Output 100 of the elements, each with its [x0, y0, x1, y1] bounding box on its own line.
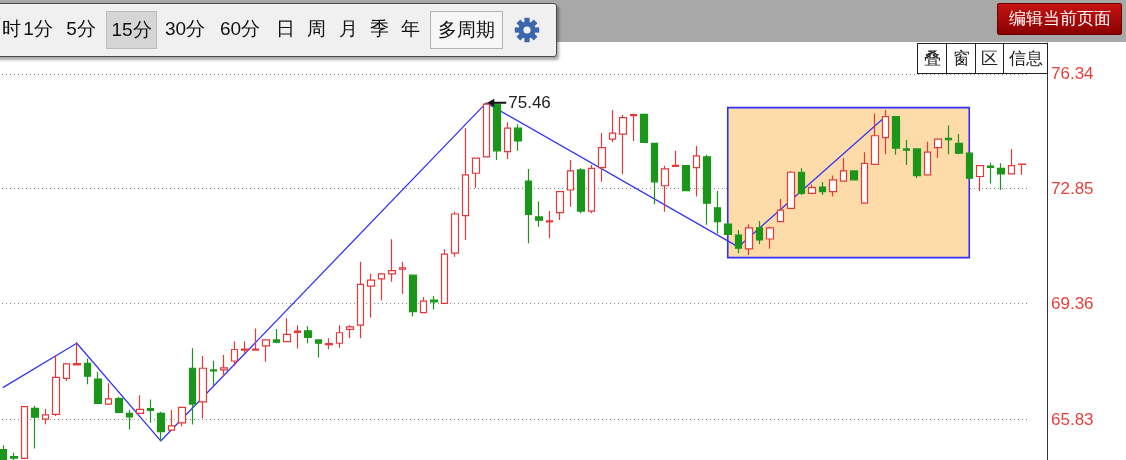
candlestick	[986, 162, 995, 185]
candlestick	[93, 371, 103, 405]
candlestick	[576, 167, 586, 214]
candlestick	[272, 328, 281, 344]
candlestick	[755, 220, 764, 245]
candlestick	[702, 154, 712, 226]
period-button[interactable]: 时	[1, 11, 22, 49]
candlestick	[860, 151, 869, 205]
candlestick	[765, 226, 775, 250]
candlestick	[786, 170, 796, 210]
candlestick	[125, 409, 134, 431]
candlestick	[482, 102, 491, 159]
candlestick	[618, 114, 628, 175]
candlestick	[828, 174, 838, 198]
candlestick	[261, 339, 271, 363]
candlestick	[83, 357, 92, 385]
candlestick	[807, 183, 817, 195]
candlestick	[639, 112, 649, 144]
candlestick	[303, 325, 313, 344]
candlestick	[881, 109, 890, 155]
candlestick	[587, 164, 596, 214]
candlestick	[723, 222, 733, 236]
candlestick	[650, 142, 659, 205]
candlestick	[692, 145, 701, 198]
candlestick	[41, 408, 50, 425]
candlestick	[503, 121, 512, 160]
candlestick	[251, 327, 260, 352]
period-button[interactable]: 月	[337, 11, 359, 49]
candlestick	[324, 337, 334, 350]
candlestick	[20, 405, 29, 460]
candlestick	[933, 138, 943, 159]
candlestick	[30, 405, 40, 450]
tool-button[interactable]: 信息	[1003, 43, 1048, 74]
candlestick	[209, 360, 218, 386]
candlestick	[240, 341, 250, 354]
tool-button[interactable]: 窗	[946, 43, 976, 74]
tool-button[interactable]: 叠	[917, 43, 947, 74]
candlestick	[429, 295, 439, 310]
candlestick	[797, 167, 806, 196]
period-button[interactable]: 周	[305, 11, 327, 49]
candlestick	[597, 132, 607, 183]
candlestick	[975, 164, 985, 192]
edit-button[interactable]: 编辑当前页面	[997, 3, 1122, 35]
candlestick	[177, 406, 187, 427]
candlestick	[870, 112, 880, 166]
period-button[interactable]: 日	[274, 11, 296, 49]
candlestick	[944, 124, 953, 155]
candlestick	[513, 123, 523, 152]
candlestick	[198, 355, 208, 419]
candlestick	[534, 200, 544, 228]
candlestick	[996, 162, 1006, 191]
candlestick	[188, 347, 197, 426]
candlestick	[450, 211, 460, 258]
period-button[interactable]: 季	[368, 11, 390, 49]
candlestick	[230, 341, 239, 367]
tool-button[interactable]: 区	[975, 43, 1004, 74]
candlestick	[912, 147, 922, 179]
candlestick	[293, 324, 302, 350]
period-button[interactable]: 多周期	[430, 11, 503, 49]
period-button[interactable]: 30分	[163, 11, 207, 49]
candlestick	[744, 223, 754, 256]
period-button[interactable]: 60分	[218, 11, 262, 49]
candlestick	[366, 273, 376, 319]
candlestick	[104, 382, 113, 406]
candlestick	[492, 102, 502, 161]
candlestick	[1017, 163, 1027, 176]
candlestick	[408, 274, 418, 318]
candlestick	[713, 190, 722, 235]
candlestick	[555, 190, 565, 221]
candlestick	[345, 324, 355, 339]
period-button[interactable]: 15分	[106, 11, 157, 49]
period-button[interactable]: 5分	[65, 11, 97, 49]
candlestick	[524, 168, 533, 244]
annotation: 75.46	[508, 93, 551, 113]
period-button[interactable]: 年	[399, 11, 421, 49]
candlestick	[62, 362, 71, 382]
candlestick	[776, 198, 785, 223]
candlestick	[167, 409, 176, 431]
candlestick	[440, 248, 449, 305]
candlestick	[398, 261, 407, 295]
candlestick	[608, 109, 617, 143]
candlestick	[891, 115, 901, 156]
candlestick	[671, 150, 680, 168]
period-button[interactable]: 1分	[22, 11, 54, 49]
candlestick	[818, 181, 827, 196]
candlestick	[72, 341, 82, 367]
candlestick	[335, 324, 344, 349]
candlestick	[114, 396, 124, 414]
candlestick	[156, 411, 166, 442]
candlestick	[314, 339, 323, 358]
candlestick	[471, 157, 481, 189]
y-tick-label: 65.83	[1051, 410, 1094, 430]
candlestick	[1007, 148, 1016, 175]
candlestick	[849, 170, 859, 181]
y-tick-label: 76.34	[1051, 64, 1094, 84]
candlestick	[923, 141, 932, 176]
candlestick	[419, 296, 428, 314]
candlestick	[146, 398, 155, 424]
y-tick-label: 69.36	[1051, 293, 1094, 313]
candlestick	[734, 229, 743, 254]
